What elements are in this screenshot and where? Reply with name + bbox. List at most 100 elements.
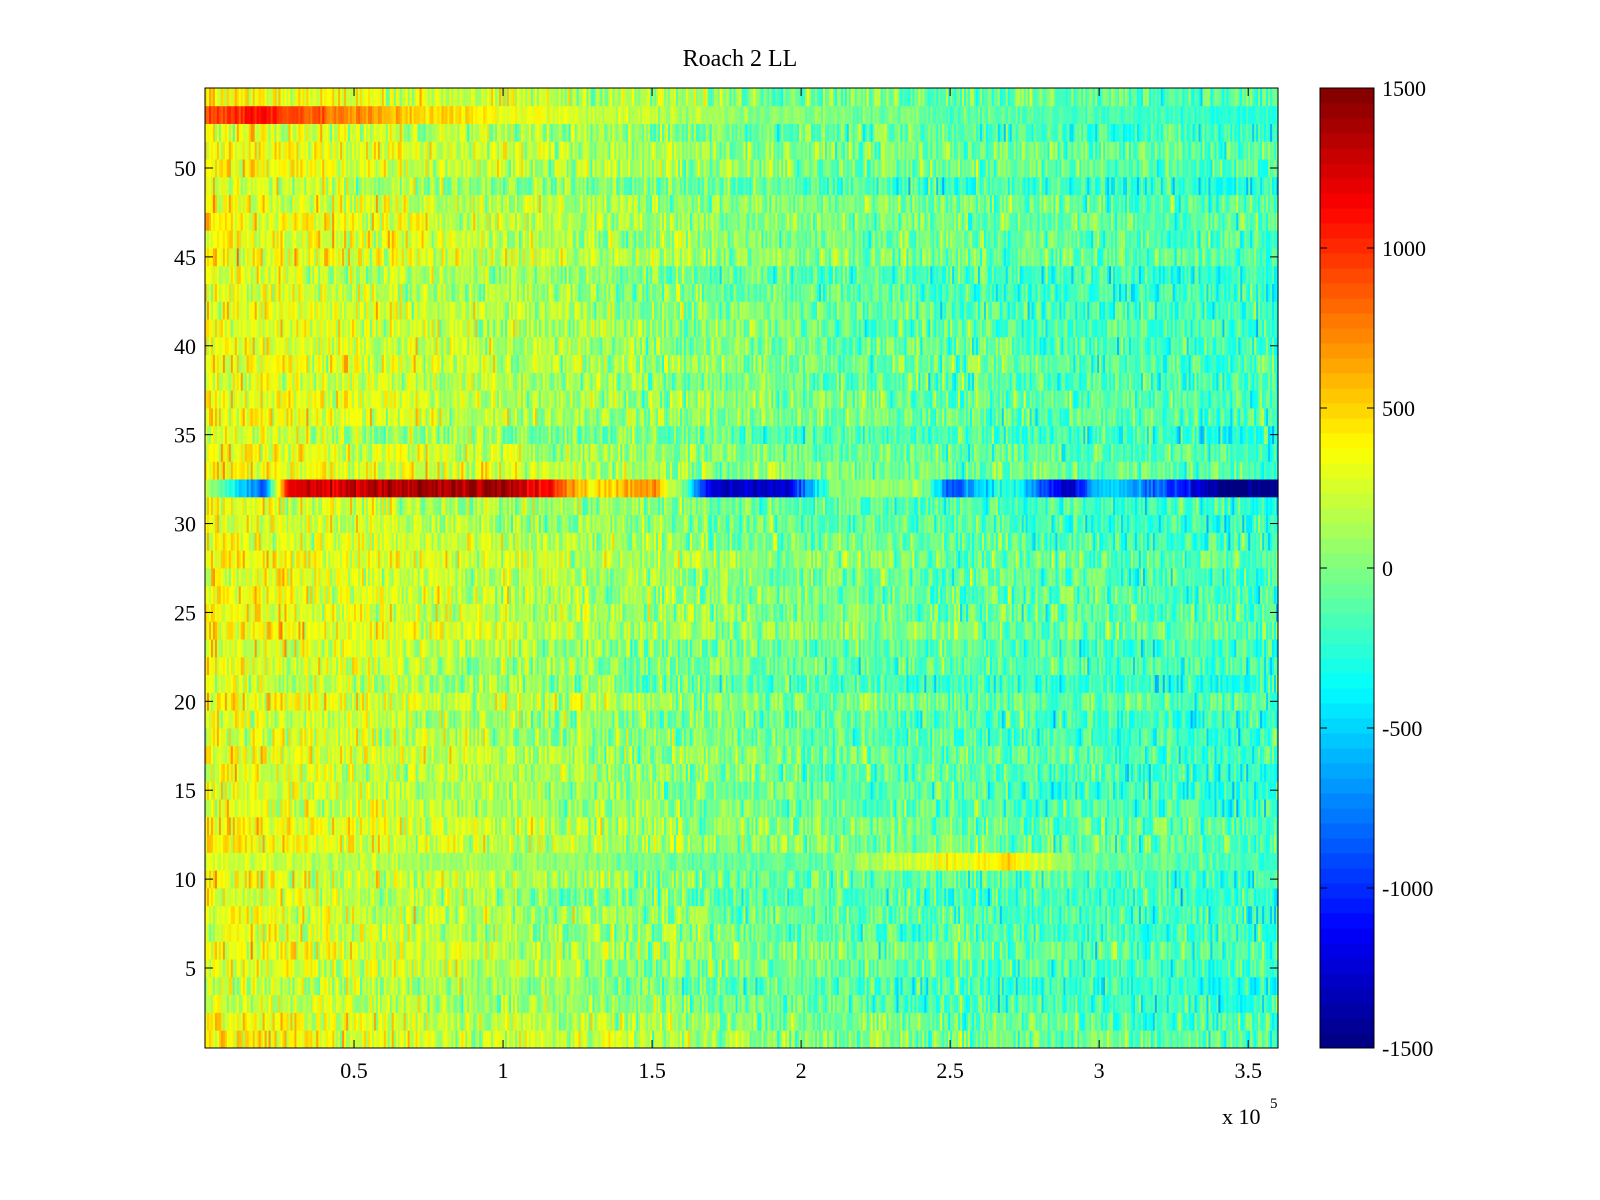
heatmap-cell: [280, 1030, 284, 1049]
heatmap-cell: [1180, 941, 1184, 960]
heatmap-cell: [1027, 941, 1031, 960]
heatmap-cell: [709, 994, 713, 1013]
heatmap-cell: [548, 1030, 552, 1049]
heatmap-cell: [501, 976, 504, 996]
heatmap-cell: [1242, 1030, 1245, 1049]
heatmap-cell: [874, 994, 878, 1013]
heatmap-cell: [830, 959, 834, 978]
heatmap-cell: [624, 923, 627, 942]
heatmap-cell: [1144, 941, 1148, 960]
heatmap-cell: [1176, 1030, 1180, 1049]
heatmap-cell: [622, 1012, 625, 1031]
heatmap-cell: [1051, 994, 1055, 1013]
heatmap-cell: [570, 976, 574, 996]
heatmap-cell: [1130, 976, 1134, 996]
heatmap-cell: [731, 994, 735, 1013]
heatmap-cell: [481, 1030, 484, 1049]
heatmap-cell: [348, 923, 351, 942]
heatmap-cell: [1043, 1012, 1047, 1031]
heatmap-cell: [1105, 994, 1108, 1013]
heatmap-cell: [665, 994, 669, 1013]
heatmap-cell: [640, 959, 643, 978]
heatmap-cell: [634, 994, 637, 1013]
heatmap-cell: [807, 1030, 810, 1049]
heatmap-cell: [600, 994, 604, 1013]
heatmap-cell: [805, 941, 808, 960]
heatmap-cell: [205, 994, 208, 1013]
heatmap-cell: [646, 994, 649, 1013]
heatmap-cell: [294, 923, 298, 942]
heatmap-cell: [813, 1030, 816, 1049]
heatmap-cell: [1109, 994, 1112, 1013]
heatmap-cell: [1025, 959, 1029, 978]
heatmap-cell: [1083, 941, 1086, 960]
heatmap-cell: [687, 994, 691, 1013]
heatmap-cell: [801, 959, 804, 978]
heatmap-cell: [248, 1030, 252, 1049]
heatmap-cell: [1216, 959, 1219, 978]
heatmap-cell: [514, 959, 518, 978]
heatmap-cell: [972, 976, 975, 996]
heatmap-cell: [679, 1030, 683, 1049]
heatmap-cell: [562, 976, 566, 996]
heatmap-cell: [783, 1012, 786, 1031]
heatmap-cell: [610, 1030, 613, 1049]
heatmap-cell: [282, 1030, 286, 1049]
heatmap-cell: [1073, 941, 1076, 960]
heatmap-cell: [880, 941, 884, 960]
heatmap-cell: [864, 1030, 868, 1049]
heatmap-cell: [638, 959, 641, 978]
heatmap-cell: [1097, 994, 1100, 1013]
heatmap-cell: [1021, 976, 1025, 996]
heatmap-cell: [342, 941, 345, 960]
heatmap-cell: [785, 941, 788, 960]
heatmap-cell: [548, 959, 552, 978]
heatmap-cell: [1013, 1030, 1017, 1049]
heatmap-cell: [505, 959, 508, 978]
heatmap-cell: [564, 1030, 568, 1049]
heatmap-cell: [1097, 941, 1100, 960]
heatmap-cell: [594, 976, 598, 996]
heatmap-cell: [1071, 1030, 1074, 1049]
heatmap-cell: [725, 923, 729, 942]
heatmap-cell: [356, 994, 359, 1013]
heatmap-cell: [940, 976, 943, 996]
heatmap-cell: [1214, 994, 1217, 1013]
heatmap-cell: [246, 1012, 250, 1031]
heatmap-cell: [405, 959, 409, 978]
heatmap-cell: [745, 994, 749, 1013]
heatmap-cell: [654, 923, 657, 942]
heatmap-cell: [1244, 1012, 1247, 1031]
heatmap-cell: [727, 1030, 731, 1049]
heatmap-cell: [415, 994, 419, 1013]
heatmap-cell: [914, 1030, 917, 1049]
heatmap-cell: [820, 941, 824, 960]
heatmap-cell: [377, 976, 381, 996]
heatmap-cell: [1170, 1012, 1174, 1031]
heatmap-cell: [777, 994, 780, 1013]
heatmap-cell: [501, 1012, 504, 1031]
heatmap-cell: [598, 959, 602, 978]
heatmap-cell: [256, 923, 260, 942]
heatmap-cell: [658, 976, 661, 996]
heatmap-cell: [419, 1030, 423, 1049]
heatmap-cell: [272, 923, 276, 942]
heatmap-cell: [632, 1030, 635, 1049]
heatmap-cell: [797, 1030, 800, 1049]
heatmap-cell: [719, 1012, 723, 1031]
heatmap-cell: [445, 1012, 449, 1031]
heatmap-cell: [671, 994, 675, 1013]
heatmap-cell: [898, 1012, 902, 1031]
heatmap-cell: [922, 994, 925, 1013]
heatmap-cell: [964, 976, 967, 996]
heatmap-cell: [528, 994, 532, 1013]
heatmap-cell: [564, 959, 568, 978]
heatmap-cell: [626, 1012, 629, 1031]
heatmap-cell: [793, 941, 796, 960]
heatmap-cell: [220, 994, 224, 1013]
heatmap-cell: [524, 923, 528, 942]
heatmap-cell: [689, 1030, 693, 1049]
heatmap-cell: [256, 941, 260, 960]
heatmap-cell: [266, 923, 270, 942]
heatmap-cell: [844, 959, 848, 978]
